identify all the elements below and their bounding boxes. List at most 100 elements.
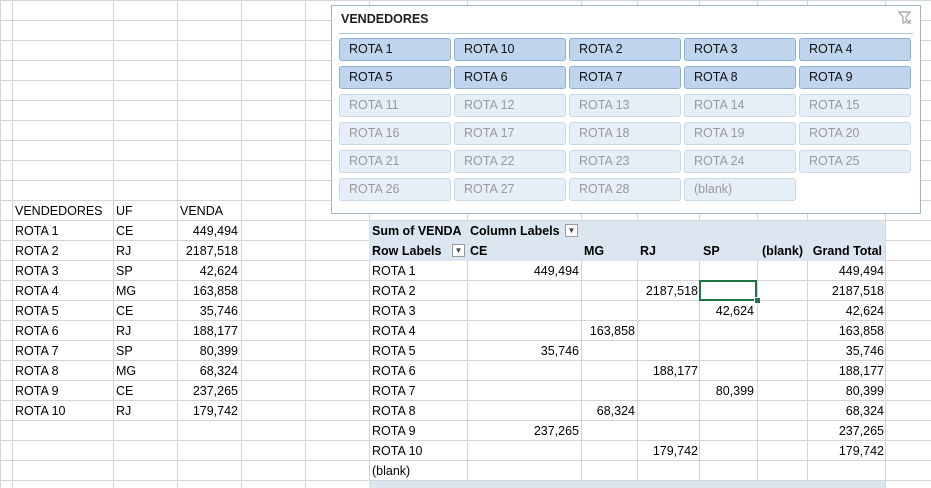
source-header[interactable]: VENDA [180,204,224,218]
pivot-value-cell[interactable] [467,381,579,401]
slicer-item[interactable]: ROTA 16 [339,122,451,145]
pivot-value-cell[interactable]: 237,265 [533,424,579,438]
pivot-value-cell[interactable] [467,301,579,321]
pivot-value-cell[interactable] [581,341,635,361]
pivot-value-cell[interactable] [581,461,635,481]
pivot-column-header[interactable]: SP [703,244,720,258]
source-cell[interactable]: ROTA 8 [15,364,59,378]
pivot-value-cell[interactable] [467,441,579,461]
pivot-value-cell[interactable]: 163,858 [838,324,884,338]
source-cell[interactable]: SP [116,344,133,358]
pivot-value-cell[interactable]: 2187,518 [831,284,884,298]
source-cell[interactable]: CE [116,224,134,238]
pivot-value-cell[interactable]: 80,399 [715,384,754,398]
source-cell[interactable]: ROTA 2 [15,244,59,258]
source-cell[interactable]: ROTA 1 [15,224,59,238]
slicer-item[interactable]: ROTA 23 [569,150,681,173]
slicer-item[interactable]: ROTA 21 [339,150,451,173]
source-cell[interactable]: ROTA 3 [15,264,59,278]
pivot-value-cell[interactable] [637,261,698,281]
source-cell[interactable]: ROTA 9 [15,384,59,398]
slicer-item[interactable]: ROTA 14 [684,94,796,117]
source-cell[interactable]: ROTA 6 [15,324,59,338]
slicer-item[interactable]: ROTA 24 [684,150,796,173]
pivot-value-cell[interactable] [581,441,635,461]
pivot-row-label[interactable]: (blank) [372,464,411,478]
pivot-value-cell[interactable] [637,341,698,361]
pivot-value-cell[interactable]: 179,742 [838,444,884,458]
slicer-item[interactable]: ROTA 12 [454,94,566,117]
pivot-value-cell[interactable] [699,321,754,341]
pivot-column-header[interactable]: (blank) [762,244,803,258]
pivot-value-cell[interactable] [699,441,754,461]
source-cell[interactable]: CE [116,384,134,398]
pivot-row-label[interactable]: ROTA 4 [372,324,416,338]
source-cell[interactable]: 2187,518 [185,244,238,258]
pivot-row-label[interactable]: ROTA 3 [372,304,416,318]
pivot-value-cell[interactable]: 68,324 [845,404,884,418]
source-header[interactable]: VENDEDORES [15,204,103,218]
slicer-item[interactable]: ROTA 19 [684,122,796,145]
pivot-value-cell[interactable] [581,381,635,401]
slicer-item[interactable]: ROTA 9 [799,66,911,89]
source-cell[interactable]: SP [116,264,133,278]
pivot-column-header[interactable]: RJ [640,244,656,258]
pivot-column-header[interactable]: MG [584,244,605,258]
pivot-row-label[interactable]: ROTA 8 [372,404,416,418]
slicer-item[interactable]: ROTA 10 [454,38,566,61]
slicer-item[interactable]: ROTA 18 [569,122,681,145]
pivot-value-cell[interactable]: 163,858 [589,324,635,338]
pivot-value-cell[interactable] [581,261,635,281]
pivot-value-cell[interactable]: 179,742 [652,444,698,458]
slicer-item[interactable]: ROTA 20 [799,122,911,145]
clear-filter-icon[interactable] [897,11,912,25]
source-cell[interactable]: 179,742 [192,404,238,418]
source-header[interactable]: UF [116,204,133,218]
pivot-value-cell[interactable] [807,461,884,481]
pivot-value-cell[interactable] [581,361,635,381]
pivot-value-cell[interactable]: 42,624 [845,304,884,318]
pivot-column-header[interactable]: Grand Total [812,244,882,258]
pivot-value-cell[interactable] [637,461,698,481]
pivot-value-cell[interactable] [467,461,579,481]
pivot-value-cell[interactable]: 237,265 [838,424,884,438]
source-cell[interactable]: RJ [116,324,132,338]
slicer-item[interactable]: ROTA 7 [569,66,681,89]
source-cell[interactable]: ROTA 7 [15,344,59,358]
source-cell[interactable]: ROTA 4 [15,284,59,298]
slicer-item[interactable]: ROTA 1 [339,38,451,61]
pivot-value-cell[interactable] [699,401,754,421]
slicer-item[interactable]: ROTA 5 [339,66,451,89]
slicer-item[interactable]: ROTA 3 [684,38,796,61]
pivot-value-cell[interactable] [637,421,698,441]
pivot-value-cell[interactable]: 188,177 [652,364,698,378]
source-cell[interactable]: CE [116,304,134,318]
source-cell[interactable]: 35,746 [199,304,238,318]
slicer-item[interactable]: ROTA 8 [684,66,796,89]
source-cell[interactable]: RJ [116,244,132,258]
pivot-value-cell[interactable] [581,301,635,321]
pivot-value-cell[interactable] [637,381,698,401]
source-cell[interactable]: 237,265 [192,384,238,398]
pivot-value-cell[interactable] [467,401,579,421]
pivot-value-cell[interactable] [467,281,579,301]
pivot-value-cell[interactable] [581,281,635,301]
pivot-value-cell[interactable] [637,321,698,341]
column-filter-dropdown-icon[interactable]: ▼ [565,224,578,237]
source-cell[interactable]: ROTA 10 [15,404,66,418]
pivot-value-cell[interactable]: 35,746 [540,344,579,358]
pivot-value-cell[interactable] [637,301,698,321]
source-cell[interactable]: 68,324 [199,364,238,378]
source-cell[interactable]: 42,624 [199,264,238,278]
pivot-value-cell[interactable] [699,361,754,381]
source-cell[interactable]: 449,494 [192,224,238,238]
pivot-value-cell[interactable]: 68,324 [596,404,635,418]
pivot-row-label[interactable]: ROTA 6 [372,364,416,378]
pivot-value-cell[interactable] [699,341,754,361]
pivot-row-label[interactable]: ROTA 5 [372,344,416,358]
pivot-row-label[interactable]: ROTA 10 [372,444,423,458]
source-cell[interactable]: 80,399 [199,344,238,358]
slicer-item[interactable]: ROTA 25 [799,150,911,173]
pivot-row-label[interactable]: ROTA 2 [372,284,416,298]
source-cell[interactable]: MG [116,364,137,378]
